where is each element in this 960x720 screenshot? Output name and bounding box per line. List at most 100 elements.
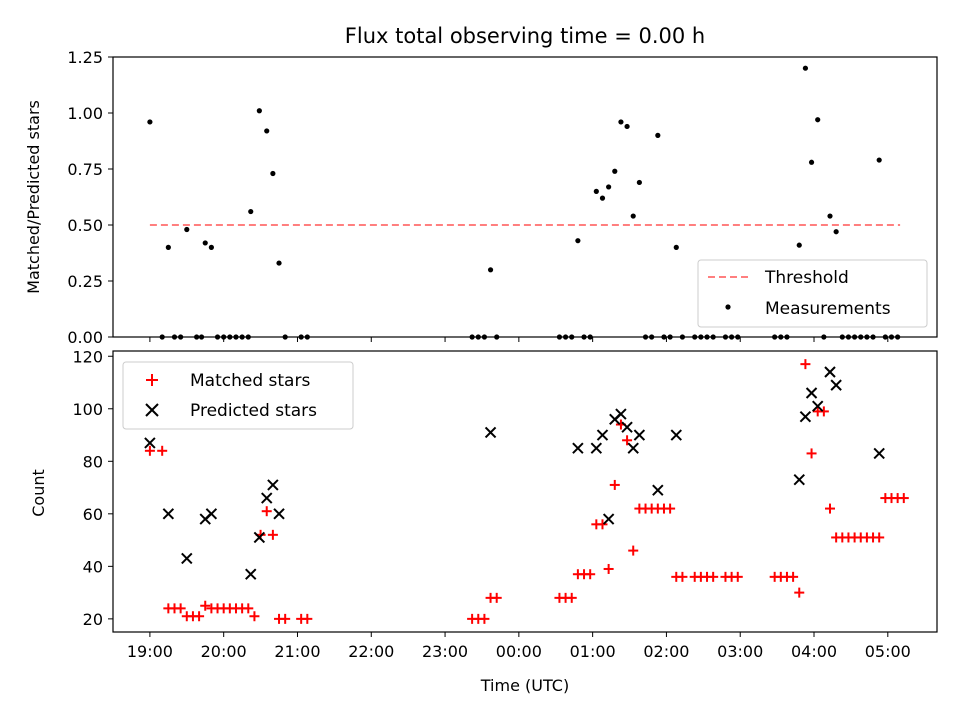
legend-measurements-label: Measurements (765, 299, 891, 319)
matched-star-point (249, 611, 260, 622)
matched-star-point (708, 571, 719, 582)
legend-predicted-label: Predicted stars (190, 401, 317, 421)
legend-predicted-swatch (145, 403, 159, 417)
predicted-star-point (273, 508, 285, 520)
measurement-point (624, 123, 630, 130)
matched-star-point (194, 611, 205, 622)
measurement-point (827, 213, 833, 219)
predicted-star-point (181, 552, 193, 565)
measurement-point (208, 244, 214, 250)
x-tick-label: 03:00 (717, 642, 763, 661)
predicted-star-point (652, 484, 664, 496)
measurement-point (630, 213, 636, 219)
top-ticks: 0.00 0.25 0.50 0.75 1.00 1.25 (67, 48, 889, 347)
y-tick-label: 80 (83, 452, 103, 471)
matched-star-point (800, 359, 811, 370)
matched-star-point (628, 545, 639, 556)
bottom-y-axis-label: Count (29, 469, 48, 517)
measurement-point (202, 240, 208, 246)
predicted-star-point (162, 508, 175, 520)
matched-star-point (280, 613, 291, 624)
x-tick-label: 23:00 (422, 642, 468, 661)
predicted-star-point (824, 366, 836, 378)
predicted-star-point (633, 429, 646, 441)
measurement-point (796, 242, 802, 248)
predicted-stars-points (144, 366, 885, 580)
bottom-legend: Matched stars Predicted stars (122, 361, 354, 430)
x-tick-label: 00:00 (496, 642, 542, 661)
predicted-star-point (621, 421, 633, 433)
measurement-point (815, 117, 821, 123)
predicted-star-point (245, 568, 257, 580)
measurement-point (612, 168, 618, 174)
legend-matched-swatch (146, 374, 158, 386)
predicted-star-point (793, 473, 805, 486)
matched-star-point (302, 613, 313, 624)
y-tick-label: 0.25 (67, 272, 103, 291)
predicted-star-point (572, 442, 584, 454)
matched-star-point (874, 532, 885, 543)
matched-star-point (261, 506, 272, 517)
predicted-star-point (670, 429, 682, 441)
measurement-point (833, 229, 839, 235)
measurement-point (636, 179, 642, 186)
predicted-star-point (811, 400, 824, 412)
matched-star-point (243, 603, 254, 614)
top-axes-frame (112, 56, 938, 338)
matched-star-point (794, 587, 805, 598)
matched-star-point (597, 519, 608, 530)
predicted-star-point (805, 387, 818, 399)
matched-star-point (609, 479, 620, 490)
legend-threshold-label: Threshold (764, 268, 849, 288)
matched-star-point (479, 613, 490, 624)
x-tick-label: 01:00 (570, 642, 616, 661)
measurement-point (606, 184, 612, 190)
predicted-star-point (799, 410, 812, 423)
bottom-legend-box (122, 361, 354, 430)
x-tick-label: 22:00 (348, 642, 394, 661)
x-tick-label: 02:00 (643, 642, 689, 661)
matched-star-point (806, 448, 817, 459)
measurement-point (184, 226, 190, 233)
predicted-star-point (615, 408, 627, 420)
matched-star-point (144, 445, 155, 456)
measurement-point (593, 188, 599, 194)
predicted-star-point (602, 513, 615, 525)
predicted-star-point (596, 429, 609, 441)
matched-star-point (898, 493, 909, 504)
x-tick-label: 20:00 (201, 642, 247, 661)
predicted-star-point (830, 379, 842, 391)
measurement-point (487, 267, 494, 273)
matched-star-point (677, 571, 688, 582)
matched-star-point (566, 592, 577, 603)
measurement-point (802, 65, 809, 71)
matched-star-point (825, 503, 836, 514)
matched-star-point (622, 435, 633, 446)
top-y-axis-label: Matched/Predicted stars (24, 100, 43, 294)
count-axes: 19:00 20:00 21:00 22:00 23:00 00:00 01:00 02:00… (29, 347, 938, 695)
measurement-point (147, 119, 153, 125)
predicted-star-point (590, 442, 603, 454)
predicted-star-point (267, 479, 279, 491)
measurement-point (276, 260, 282, 266)
matched-star-point (491, 592, 502, 603)
y-tick-label: 40 (83, 557, 103, 576)
predicted-star-point (144, 437, 156, 449)
matched-stars-points (144, 359, 909, 624)
y-tick-label: 20 (83, 610, 103, 629)
measurement-point (270, 170, 276, 177)
y-tick-label: 0.50 (67, 216, 103, 235)
y-tick-label: 100 (72, 400, 103, 419)
predicted-star-point (873, 447, 885, 460)
x-tick-label: 05:00 (865, 642, 911, 661)
top-legend: Threshold Measurements (697, 259, 928, 328)
matched-star-point (175, 603, 186, 614)
matched-star-point (585, 569, 596, 580)
measurement-point (618, 119, 624, 125)
predicted-star-point (484, 426, 497, 439)
legend-matched-label: Matched stars (190, 371, 310, 391)
y-tick-label: 1.00 (67, 104, 103, 123)
predicted-star-point (261, 492, 273, 504)
predicted-star-point (627, 442, 639, 454)
